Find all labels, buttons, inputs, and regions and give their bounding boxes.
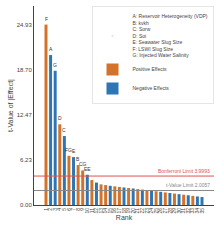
- svg-text:5: 5: [61, 208, 67, 211]
- svg-text:7: 7: [70, 208, 76, 211]
- svg-text:14: 14: [102, 208, 108, 214]
- svg-text:30: 30: [176, 208, 182, 214]
- svg-text:Positive Effects: Positive Effects: [133, 66, 168, 72]
- svg-text:12: 12: [93, 208, 99, 214]
- svg-text:32: 32: [185, 208, 191, 214]
- svg-text:18: 18: [121, 208, 127, 214]
- svg-text:27: 27: [162, 208, 168, 214]
- svg-text:A: A: [49, 46, 53, 52]
- svg-text:17: 17: [116, 208, 122, 214]
- svg-text:24: 24: [148, 208, 154, 214]
- svg-text:34: 34: [194, 208, 200, 214]
- svg-text:9: 9: [79, 208, 85, 211]
- svg-text:21: 21: [134, 208, 140, 214]
- svg-text:Negative Effects: Negative Effects: [133, 85, 170, 91]
- svg-text:33: 33: [189, 208, 195, 214]
- svg-text:31: 31: [180, 208, 186, 214]
- svg-text:24.93: 24.93: [17, 22, 33, 28]
- svg-text:D: D: [58, 115, 62, 121]
- svg-text:3: 3: [52, 208, 58, 211]
- svg-text:35: 35: [199, 208, 205, 214]
- svg-text:Bonferroni Limit 3.9993: Bonferroni Limit 3.9993: [158, 168, 210, 174]
- svg-text:1: 1: [43, 208, 49, 211]
- svg-text:26: 26: [157, 208, 163, 214]
- svg-text:20: 20: [130, 208, 136, 214]
- svg-text:CG: CG: [79, 161, 87, 167]
- svg-text:13: 13: [98, 208, 104, 214]
- svg-text:12.47: 12.47: [17, 112, 33, 118]
- svg-text:0.00: 0.00: [20, 202, 32, 208]
- svg-text:25: 25: [153, 208, 159, 214]
- svg-text:C: C: [62, 127, 66, 133]
- svg-text:4: 4: [56, 208, 62, 211]
- svg-text:t-Value of |Effect|: t-Value of |Effect|: [7, 79, 15, 132]
- svg-text:28: 28: [167, 208, 173, 214]
- svg-text:29: 29: [171, 208, 177, 214]
- svg-text:2: 2: [47, 208, 53, 211]
- svg-text:F: F: [45, 16, 48, 22]
- svg-text:G: G: [53, 62, 57, 68]
- svg-text:22: 22: [139, 208, 145, 214]
- svg-text:E: E: [72, 148, 76, 154]
- svg-text:FG: FG: [65, 147, 72, 153]
- svg-text:16: 16: [111, 208, 117, 214]
- svg-text:A: Reservoir Heterogeneity (VD: A: Reservoir Heterogeneity (VDP)B: kvkhC…: [133, 13, 208, 58]
- svg-text:t-Value Limit 2.0057: t-Value Limit 2.0057: [166, 182, 210, 188]
- svg-text:6.23: 6.23: [20, 157, 32, 163]
- svg-text:EE: EE: [84, 166, 91, 172]
- svg-text:6: 6: [66, 208, 72, 211]
- svg-text:18.70: 18.70: [17, 67, 33, 73]
- svg-text:23: 23: [144, 208, 150, 214]
- svg-text:Rank: Rank: [116, 214, 133, 221]
- svg-text:8: 8: [75, 208, 81, 211]
- svg-text:15: 15: [107, 208, 113, 214]
- svg-text:19: 19: [125, 208, 131, 214]
- svg-text:11: 11: [89, 208, 95, 213]
- svg-text:B: B: [76, 156, 80, 162]
- svg-text:10: 10: [84, 208, 90, 214]
